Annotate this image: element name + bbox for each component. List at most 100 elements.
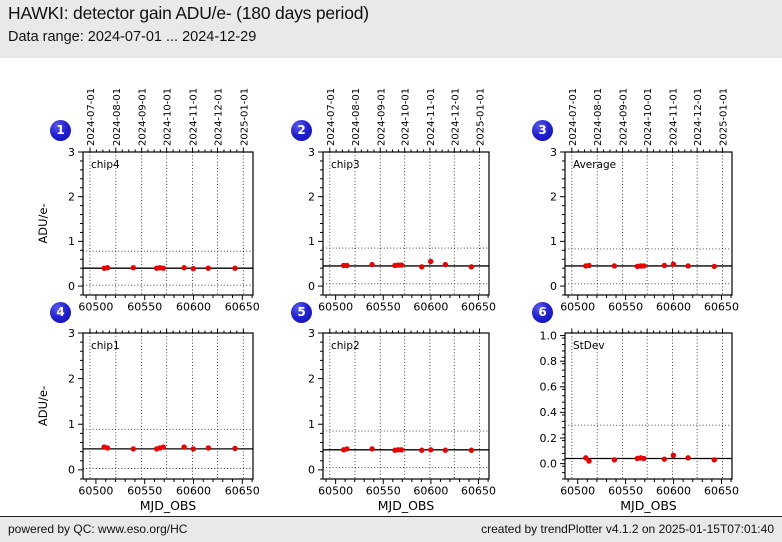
svg-text:2024-08-01: 2024-08-01 (112, 88, 123, 146)
svg-text:2024-08-01: 2024-08-01 (351, 88, 362, 146)
data-point (419, 264, 425, 270)
svg-text:60550: 60550 (366, 485, 401, 498)
svg-text:60650: 60650 (704, 485, 739, 498)
data-point (711, 457, 717, 463)
date-gridlines (329, 333, 480, 479)
y-axis-label: ADU/e- (36, 386, 50, 426)
svg-text:60550: 60550 (608, 301, 643, 314)
plot-frame (564, 332, 733, 480)
svg-text:3: 3 (68, 327, 75, 340)
date-gridlines (89, 333, 244, 479)
panel-label: Average (573, 159, 616, 171)
panel-label: StDev (573, 340, 605, 352)
svg-text:3: 3 (550, 146, 557, 159)
svg-text:2024-09-01: 2024-09-01 (376, 88, 387, 146)
svg-text:0: 0 (550, 280, 557, 293)
svg-text:1: 1 (308, 418, 315, 431)
svg-text:2025-01-01: 2025-01-01 (718, 88, 729, 146)
svg-text:2025-01-01: 2025-01-01 (476, 88, 487, 146)
svg-text:1: 1 (68, 418, 75, 431)
subplot-chip2: 60500 60550 60600 60650 0 1 2 3 MJD_OBS chip2 (308, 327, 496, 513)
svg-text:0: 0 (68, 464, 75, 477)
axis-ticks (318, 147, 489, 300)
axis-ticks (318, 328, 489, 484)
data-point (661, 262, 668, 269)
data-point (428, 258, 434, 265)
axis-ticks (78, 147, 253, 300)
svg-text:60650: 60650 (225, 485, 260, 498)
svg-text:60600: 60600 (656, 485, 691, 498)
svg-text:2024-12-01: 2024-12-01 (693, 88, 704, 146)
svg-text:60550: 60550 (127, 301, 162, 314)
footer-qc-link[interactable]: powered by QC: www.eso.org/HC (8, 522, 188, 536)
data-point (190, 446, 197, 452)
data-range-subtitle: Data range: 2024-07-01 ... 2024-12-29 (8, 29, 257, 45)
data-point (232, 265, 238, 271)
y-axis-label: ADU/e- (36, 203, 50, 243)
data-point (369, 261, 375, 268)
svg-text:60550: 60550 (366, 301, 401, 314)
subplot-6-badge[interactable]: 6 (532, 302, 553, 323)
svg-text:2: 2 (550, 190, 557, 203)
svg-text:1: 1 (68, 235, 75, 248)
data-point (641, 455, 647, 462)
svg-text:2: 2 (308, 190, 315, 203)
page-title: HAWKI: detector gain ADU/e- (180 days pe… (8, 3, 369, 23)
data-point (442, 261, 449, 268)
svg-text:60650: 60650 (704, 301, 739, 314)
data-points (340, 258, 475, 270)
svg-text:2: 2 (308, 372, 315, 385)
data-point (369, 446, 375, 452)
svg-text:0: 0 (68, 280, 75, 293)
data-point (661, 456, 668, 462)
page-footer: powered by QC: www.eso.org/HC created by… (0, 516, 782, 542)
svg-text:2024-07-01: 2024-07-01 (326, 88, 337, 146)
svg-text:1: 1 (308, 235, 315, 248)
threshold-lines (323, 247, 489, 285)
data-point (344, 446, 350, 452)
panel-label: chip2 (331, 340, 360, 352)
subplot-4-badge[interactable]: 4 (50, 302, 71, 323)
subplot-3-badge[interactable]: 3 (532, 120, 553, 141)
data-points (583, 261, 717, 270)
svg-text:2024-08-01: 2024-08-01 (593, 88, 604, 146)
threshold-lines (323, 430, 489, 469)
x-axis-label: MJD_OBS (140, 498, 197, 513)
svg-text:60500: 60500 (560, 485, 595, 498)
svg-text:60500: 60500 (560, 301, 595, 314)
data-points (101, 265, 238, 272)
svg-text:60500: 60500 (78, 485, 113, 498)
data-points (101, 444, 238, 452)
subplot-2-badge[interactable]: 2 (291, 120, 312, 141)
svg-text:2024-10-01: 2024-10-01 (163, 88, 174, 146)
threshold-lines (83, 428, 253, 469)
data-point (181, 265, 187, 271)
svg-text:60650: 60650 (225, 301, 260, 314)
svg-text:2024-12-01: 2024-12-01 (213, 88, 224, 146)
svg-text:0.0: 0.0 (540, 457, 558, 470)
svg-text:3: 3 (308, 327, 315, 340)
tick-labels: 60500 60550 60600 60650 0 1 2 3 (68, 327, 260, 498)
x-axis-label: MJD_OBS (620, 498, 677, 513)
svg-text:60500: 60500 (318, 485, 353, 498)
data-point (468, 447, 475, 453)
data-points (583, 452, 717, 464)
svg-text:1.0: 1.0 (540, 329, 558, 342)
data-point (160, 444, 167, 450)
svg-text:2024-07-01: 2024-07-01 (568, 88, 579, 146)
svg-text:2024-12-01: 2024-12-01 (450, 88, 461, 146)
svg-text:60600: 60600 (413, 485, 448, 498)
data-point (181, 444, 187, 450)
svg-text:2025-01-01: 2025-01-01 (239, 88, 250, 146)
data-point (205, 445, 212, 451)
subplot-5-badge[interactable]: 5 (291, 302, 312, 323)
svg-text:2: 2 (68, 372, 75, 385)
data-point (398, 447, 405, 453)
data-point (641, 263, 647, 269)
subplot-1-badge[interactable]: 1 (50, 120, 71, 141)
data-point (611, 263, 618, 269)
svg-text:0.2: 0.2 (540, 432, 558, 445)
svg-text:2024-07-01: 2024-07-01 (86, 88, 97, 146)
